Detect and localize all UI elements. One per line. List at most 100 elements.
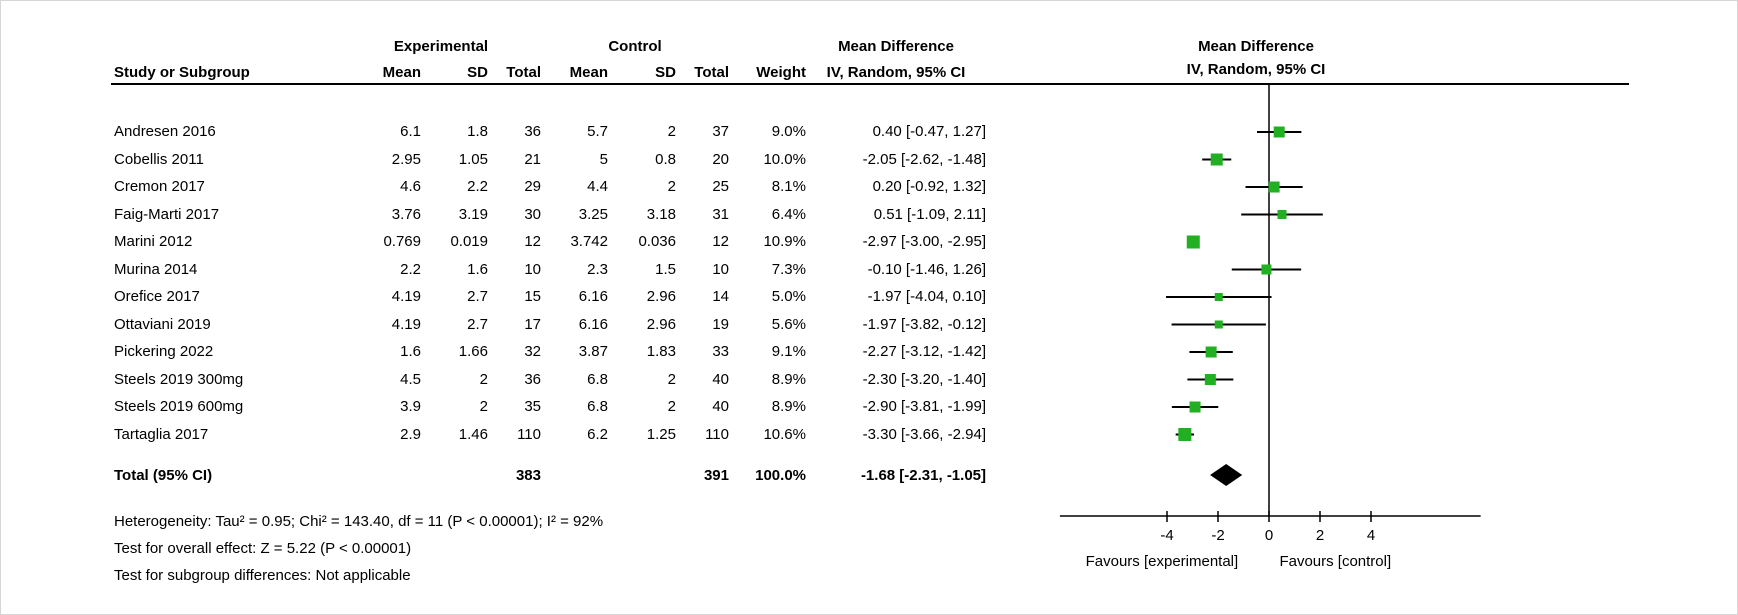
cell-md-ci: 0.40 [-0.47, 1.27] xyxy=(872,123,986,141)
cell-ctrl-sd: 0.036 xyxy=(638,233,676,251)
cell-exp-sd: 3.19 xyxy=(458,205,488,223)
cell-ctrl-mean: 3.25 xyxy=(578,205,608,223)
subheader-iv-random-plot: IV, Random, 95% CI xyxy=(1186,61,1326,78)
cell-ctrl-total: 40 xyxy=(712,370,729,388)
cell-md-ci: -2.97 [-3.00, -2.95] xyxy=(862,233,986,251)
cell-exp-mean: 3.9 xyxy=(400,398,421,416)
cell-ctrl-mean: 4.4 xyxy=(587,178,608,196)
table-row: Orefice 2017 4.19 2.7 15 6.16 2.96 14 5.0% -1.97… xyxy=(114,283,986,311)
cell-exp-sd: 2 xyxy=(479,398,488,416)
forest-plot-area: -4 -2 0 2 4 Favours [experimental] Favours [co… xyxy=(1059,85,1481,570)
cell-ctrl-total: 37 xyxy=(712,123,729,141)
table-row: Steels 2019 600mg 3.9 2 35 6.8 2 40 8.9% -2.90 [… xyxy=(114,393,986,421)
cell-exp-mean: 2.2 xyxy=(400,260,421,278)
cell-exp-total: 36 xyxy=(524,123,541,141)
study-rows: Andresen 2016 6.1 1.8 36 5.7 2 37 9.0% 0.40 [-0.… xyxy=(114,118,986,448)
effect-square xyxy=(1189,401,1201,413)
cell-ctrl-sd: 0.8 xyxy=(655,150,676,168)
column-header-exp-mean: Mean xyxy=(382,63,421,81)
column-header-ctrl-sd: SD xyxy=(655,63,676,81)
cell-ctrl-total: 25 xyxy=(712,178,729,196)
cell-exp-mean: 4.6 xyxy=(400,178,421,196)
table-row: Steels 2019 300mg 4.5 2 36 6.8 2 40 8.9% -2.30 [… xyxy=(114,366,986,394)
cell-ctrl-sd: 1.5 xyxy=(655,260,676,278)
column-header-weight: Weight xyxy=(756,63,806,81)
x-tick-label: -2 xyxy=(1211,527,1224,544)
effect-square xyxy=(1186,235,1200,249)
cell-exp-total: 32 xyxy=(524,343,541,361)
cell-exp-mean: 4.5 xyxy=(400,370,421,388)
study-name: Cobellis 2011 xyxy=(114,150,204,168)
cell-exp-sd: 1.6 xyxy=(467,260,488,278)
cell-ctrl-sd: 1.83 xyxy=(646,343,676,361)
cell-exp-mean: 1.6 xyxy=(400,343,421,361)
cell-weight: 8.9% xyxy=(771,398,806,416)
cell-ctrl-mean: 6.2 xyxy=(587,425,608,443)
cell-ctrl-sd: 2 xyxy=(667,123,676,141)
cell-ctrl-total: 33 xyxy=(712,343,729,361)
header-divider-line xyxy=(111,83,1629,85)
effect-square xyxy=(1214,320,1223,329)
study-name: Tartaglia 2017 xyxy=(114,425,209,443)
effect-square xyxy=(1261,264,1272,275)
cell-ctrl-mean: 2.3 xyxy=(587,260,608,278)
cell-ctrl-total: 10 xyxy=(712,260,729,278)
cell-exp-total: 17 xyxy=(524,315,541,333)
column-header-exp-sd: SD xyxy=(467,63,488,81)
cell-ctrl-mean: 3.87 xyxy=(578,343,608,361)
study-name: Steels 2019 300mg xyxy=(114,370,244,388)
cell-ctrl-total: 31 xyxy=(712,205,729,223)
group-header-experimental: Experimental xyxy=(393,38,489,55)
cell-exp-total: 29 xyxy=(524,178,541,196)
x-tick-label: 0 xyxy=(1265,527,1273,544)
effect-square xyxy=(1268,181,1280,193)
cell-exp-sd: 2 xyxy=(479,370,488,388)
table-row: Cremon 2017 4.6 2.2 29 4.4 2 25 8.1% 0.20 [-0.92… xyxy=(114,173,986,201)
total-weight: 100.0% xyxy=(755,466,806,484)
cell-ctrl-total: 12 xyxy=(712,233,729,251)
cell-md-ci: -3.30 [-3.66, -2.94] xyxy=(862,425,986,443)
cell-ctrl-total: 19 xyxy=(712,315,729,333)
cell-weight: 10.6% xyxy=(763,425,806,443)
x-tick-label: 2 xyxy=(1316,527,1324,544)
cell-exp-sd: 1.05 xyxy=(458,150,488,168)
cell-exp-sd: 2.7 xyxy=(467,315,488,333)
cell-exp-total: 30 xyxy=(524,205,541,223)
table-row: Tartaglia 2017 2.9 1.46 110 6.2 1.25 110 10.6% -… xyxy=(114,421,986,449)
cell-weight: 7.3% xyxy=(771,260,806,278)
total-exp-total: 383 xyxy=(515,466,541,484)
column-header-exp-total: Total xyxy=(506,63,541,81)
x-tick-label: 4 xyxy=(1367,527,1375,544)
cell-exp-total: 15 xyxy=(524,288,541,306)
study-name: Faig-Marti 2017 xyxy=(114,205,220,223)
effect-square xyxy=(1178,428,1192,441)
cell-weight: 10.9% xyxy=(763,233,806,251)
heterogeneity-line: Heterogeneity: Tau² = 0.95; Chi² = 143.4… xyxy=(114,513,604,530)
cell-md-ci: -1.97 [-3.82, -0.12] xyxy=(862,315,986,333)
effect-square xyxy=(1277,210,1287,219)
cell-ctrl-total: 40 xyxy=(712,398,729,416)
cell-exp-total: 110 xyxy=(517,425,541,443)
table-row: Ottaviani 2019 4.19 2.7 17 6.16 2.96 19 5.6% -1.… xyxy=(114,311,986,339)
effect-square xyxy=(1273,126,1285,138)
column-header-row: Study or Subgroup Mean SD Total Mean SD … xyxy=(114,61,986,83)
cell-ctrl-sd: 2 xyxy=(667,398,676,416)
cell-exp-sd: 2.2 xyxy=(467,178,488,196)
cell-weight: 5.0% xyxy=(771,288,806,306)
effect-square xyxy=(1205,346,1217,358)
table-row: Faig-Marti 2017 3.76 3.19 30 3.25 3.18 31 6.4% 0… xyxy=(114,201,986,229)
cell-exp-total: 10 xyxy=(524,260,541,278)
cell-ctrl-total: 14 xyxy=(712,288,729,306)
cell-ctrl-total: 110 xyxy=(705,425,729,443)
column-header-ctrl-mean: Mean xyxy=(569,63,608,81)
table-row: Andresen 2016 6.1 1.8 36 5.7 2 37 9.0% 0.40 [-0.… xyxy=(114,118,986,146)
study-name: Murina 2014 xyxy=(114,260,198,278)
cell-ctrl-total: 20 xyxy=(712,150,729,168)
cell-md-ci: -2.05 [-2.62, -1.48] xyxy=(862,150,986,168)
cell-md-ci: -2.30 [-3.20, -1.40] xyxy=(862,370,986,388)
cell-ctrl-sd: 2 xyxy=(667,178,676,196)
cell-md-ci: -0.10 [-1.46, 1.26] xyxy=(867,260,986,278)
x-tick-label: -4 xyxy=(1160,527,1173,544)
study-name: Orefice 2017 xyxy=(114,288,200,306)
